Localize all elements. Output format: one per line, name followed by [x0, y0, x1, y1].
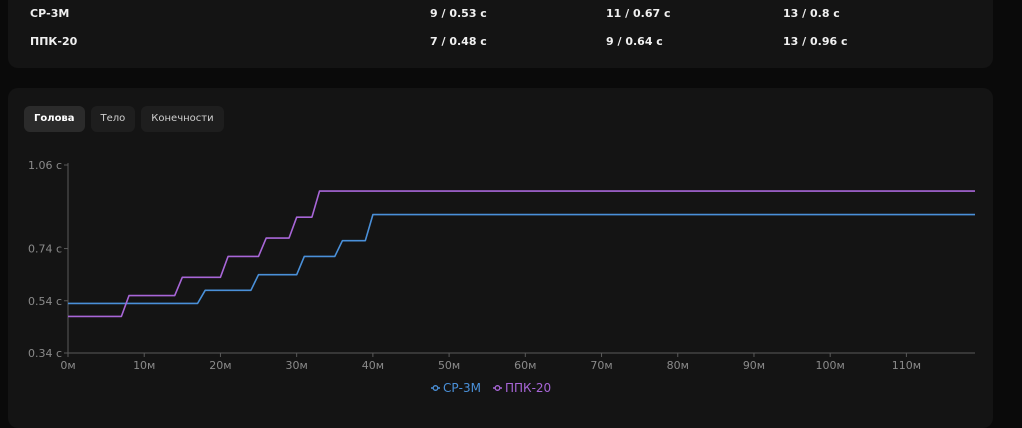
table-row: СР-3М 9 / 0.53 с 11 / 0.67 с 13 / 0.8 с: [8, 4, 993, 24]
table-row: ППК-20 7 / 0.48 с 9 / 0.64 с 13 / 0.96 с: [8, 32, 993, 52]
stat-cell: 7 / 0.48 с: [430, 35, 487, 48]
stat-cell: 13 / 0.96 с: [783, 35, 848, 48]
stat-cell: 11 / 0.67 с: [606, 7, 671, 20]
chart-panel: Голова Тело Конечности: [8, 88, 993, 428]
stat-cell: 9 / 0.53 с: [430, 7, 487, 20]
stat-cell: 9 / 0.64 с: [606, 35, 663, 48]
weapon-name: ППК-20: [30, 35, 78, 48]
weapon-name: СР-3М: [30, 7, 70, 20]
stats-table-panel: СР-3М 9 / 0.53 с 11 / 0.67 с 13 / 0.8 с …: [8, 0, 993, 68]
tab-body[interactable]: Тело: [90, 106, 136, 132]
stat-cell: 13 / 0.8 с: [783, 7, 840, 20]
tab-limbs[interactable]: Конечности: [141, 106, 224, 132]
body-part-tabs: Голова Тело Конечности: [24, 106, 224, 132]
tab-head[interactable]: Голова: [24, 106, 85, 132]
